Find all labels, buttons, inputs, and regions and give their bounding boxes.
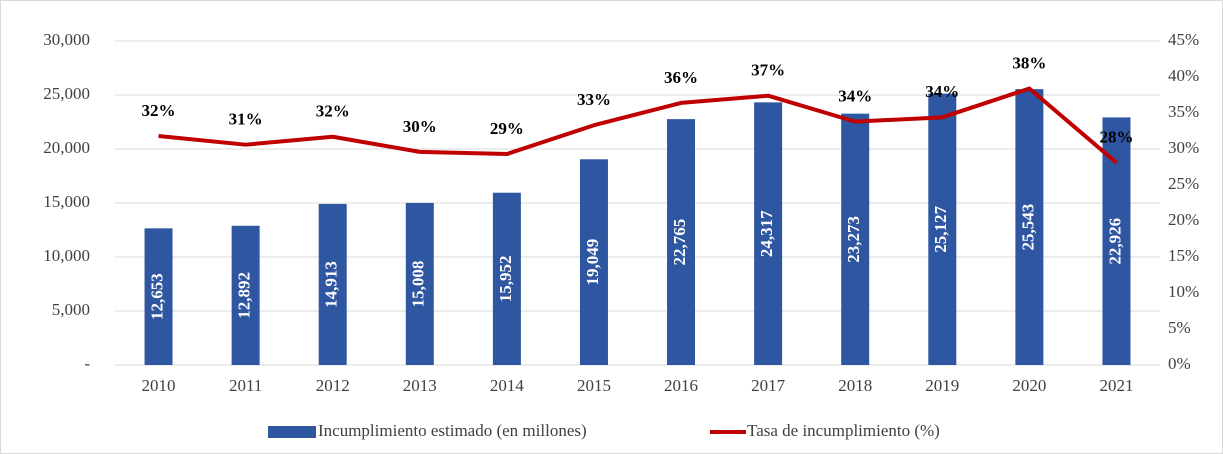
y-tick-label: - bbox=[84, 354, 90, 373]
bar-value-label: 19,049 bbox=[583, 239, 602, 286]
legend-swatch bbox=[268, 426, 316, 438]
bar bbox=[579, 159, 608, 365]
line-value-label: 36% bbox=[664, 68, 698, 87]
bar-value-label: 12,653 bbox=[147, 273, 166, 320]
y2-tick-label: 40% bbox=[1168, 66, 1199, 85]
line-value-label: 38% bbox=[1012, 53, 1046, 72]
y-tick-label: 20,000 bbox=[43, 138, 90, 157]
bar-value-label: 15,008 bbox=[409, 261, 428, 308]
line-value-label: 34% bbox=[838, 87, 872, 106]
y2-tick-label: 35% bbox=[1168, 102, 1199, 121]
x-tick-label: 2019 bbox=[925, 376, 959, 395]
x-tick-label: 2014 bbox=[490, 376, 525, 395]
bar-value-label: 22,926 bbox=[1105, 218, 1124, 265]
y2-tick-label: 15% bbox=[1168, 246, 1199, 265]
x-tick-label: 2018 bbox=[838, 376, 872, 395]
legend-label: Tasa de incumplimiento (%) bbox=[747, 421, 940, 440]
line-value-label: 33% bbox=[577, 90, 611, 109]
bar bbox=[405, 202, 434, 365]
bar-value-label: 24,317 bbox=[757, 210, 776, 257]
x-tick-label: 2012 bbox=[316, 376, 350, 395]
x-tick-label: 2015 bbox=[577, 376, 611, 395]
legend-label: Incumplimiento estimado (en millones) bbox=[318, 421, 587, 440]
line-value-label: 28% bbox=[1099, 128, 1133, 147]
y2-tick-label: 5% bbox=[1168, 318, 1191, 337]
y-tick-label: 10,000 bbox=[43, 246, 90, 265]
bar bbox=[928, 93, 957, 365]
line-value-label: 32% bbox=[142, 101, 176, 120]
y2-tick-label: 10% bbox=[1168, 282, 1199, 301]
bar-value-label: 25,127 bbox=[931, 205, 950, 252]
bar bbox=[231, 225, 260, 365]
bar bbox=[1015, 89, 1044, 366]
y-tick-label: 5,000 bbox=[52, 300, 90, 319]
line-value-label: 30% bbox=[403, 117, 437, 136]
line-value-label: 31% bbox=[229, 110, 263, 129]
y-tick-label: 30,000 bbox=[43, 30, 90, 49]
line-value-label: 29% bbox=[490, 119, 524, 138]
y2-tick-label: 30% bbox=[1168, 138, 1199, 157]
y2-tick-label: 45% bbox=[1168, 30, 1199, 49]
x-tick-label: 2011 bbox=[229, 376, 262, 395]
x-tick-label: 2016 bbox=[664, 376, 698, 395]
line-value-label: 32% bbox=[316, 102, 350, 121]
line-value-label: 37% bbox=[751, 61, 785, 80]
y2-tick-label: 20% bbox=[1168, 210, 1199, 229]
line bbox=[158, 86, 1118, 165]
bar-value-label: 15,952 bbox=[496, 255, 515, 302]
bar bbox=[1102, 117, 1131, 365]
x-tick-label: 2013 bbox=[403, 376, 437, 395]
x-tick-label: 2010 bbox=[142, 376, 176, 395]
y2-tick-label: 0% bbox=[1168, 354, 1191, 373]
bar bbox=[841, 113, 870, 365]
y2-tick-label: 25% bbox=[1168, 174, 1199, 193]
y-tick-label: 25,000 bbox=[43, 84, 90, 103]
bar bbox=[492, 192, 521, 365]
bar-value-label: 25,543 bbox=[1018, 204, 1037, 251]
bar-value-label: 23,273 bbox=[844, 216, 863, 263]
bar-value-label: 22,765 bbox=[670, 219, 689, 266]
x-tick-label: 2020 bbox=[1012, 376, 1046, 395]
y-tick-label: 15,000 bbox=[43, 192, 90, 211]
bar bbox=[318, 203, 347, 365]
x-tick-label: 2021 bbox=[1099, 376, 1133, 395]
line-value-label: 34% bbox=[925, 82, 959, 101]
bar-value-label: 12,892 bbox=[235, 272, 254, 319]
bar bbox=[144, 228, 173, 365]
x-tick-label: 2017 bbox=[751, 376, 786, 395]
bar bbox=[754, 102, 783, 365]
bar bbox=[667, 119, 696, 365]
bar-value-label: 14,913 bbox=[322, 261, 341, 308]
